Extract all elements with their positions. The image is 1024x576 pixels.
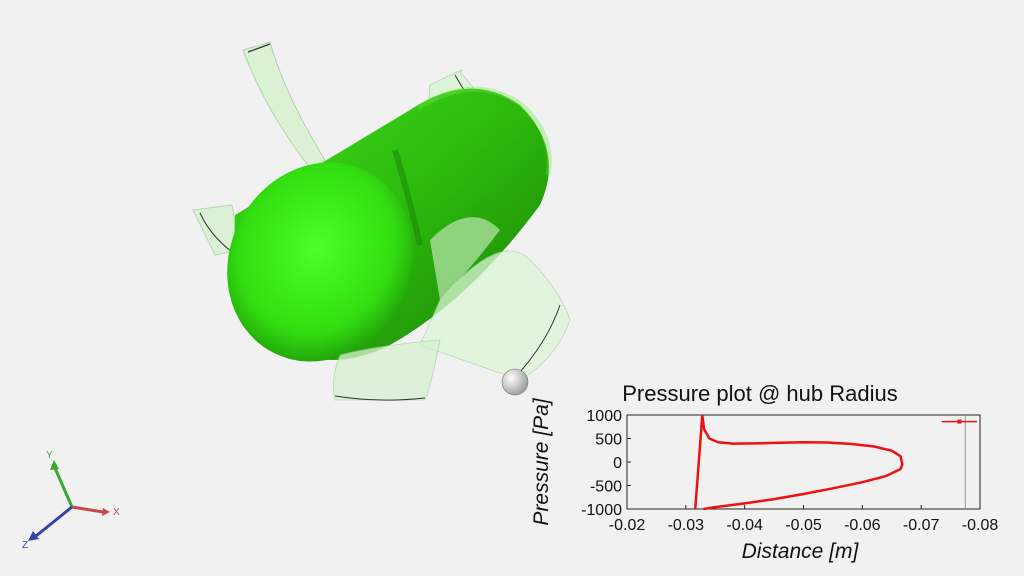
probe-sphere[interactable]	[501, 368, 529, 396]
hub-model[interactable]	[193, 86, 552, 395]
y-axis-arrow-icon	[50, 460, 59, 470]
x-tick-label: -0.02	[609, 517, 646, 534]
x-tick-label: -0.08	[962, 517, 999, 534]
hub-cap	[227, 162, 413, 362]
x-tick-label: -0.05	[785, 517, 822, 534]
x-tick-label: -0.06	[844, 517, 881, 534]
x-tick-labels: -0.02 -0.03 -0.04 -0.05 -0.06 -0.07 -0.08	[609, 505, 999, 534]
y-tick-labels: 1000 500 0 -500 -1000	[581, 408, 631, 519]
blade-bottom	[332, 339, 441, 401]
pressure-series-line-1	[701, 414, 904, 511]
chart-xlabel: Distance [m]	[742, 540, 860, 563]
propeller-blades-front	[332, 217, 571, 401]
y-tick-label: 1000	[586, 408, 622, 425]
x-axis-line	[71, 505, 104, 514]
chart-series	[694, 414, 978, 511]
z-axis-label: Z	[22, 540, 28, 551]
x-tick-label: -0.04	[726, 517, 763, 534]
z-axis-line	[35, 505, 73, 538]
x-axis-arrow-icon	[102, 508, 110, 516]
y-tick-label: 0	[613, 455, 622, 472]
blade-bottom-right	[419, 250, 571, 381]
pressure-series-line-2	[694, 414, 704, 510]
x-axis-label: X	[113, 507, 120, 518]
axis-triad: X Y Z	[22, 450, 120, 551]
legend-marker	[957, 419, 962, 424]
y-tick-label: -500	[590, 479, 622, 496]
pressure-chart: Pressure plot @ hub Radius -0.02 -0.03 -0.…	[530, 381, 998, 563]
blade-top-left	[242, 41, 326, 169]
x-tick-label: -0.03	[668, 517, 705, 534]
x-tick-label: -0.07	[903, 517, 940, 534]
y-axis-line	[53, 467, 74, 508]
chart-title: Pressure plot @ hub Radius	[622, 381, 897, 406]
y-tick-label: -1000	[581, 502, 622, 519]
y-axis-label: Y	[46, 450, 53, 461]
chart-ylabel: Pressure [Pa]	[530, 397, 553, 525]
y-tick-label: 500	[595, 432, 622, 449]
z-axis-arrow-icon	[28, 531, 39, 541]
